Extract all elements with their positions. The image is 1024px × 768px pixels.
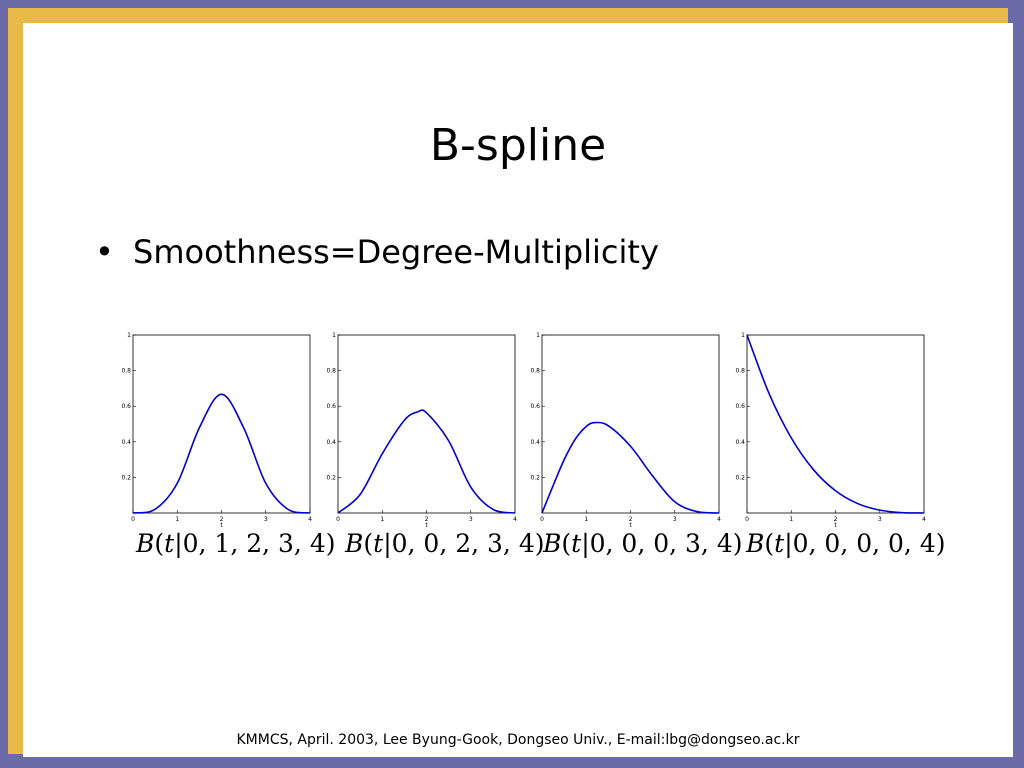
y-tick-label: 0.2 bbox=[530, 474, 540, 481]
x-tick-label: 2 bbox=[220, 516, 224, 523]
x-tick-label: 4 bbox=[922, 516, 926, 523]
caption-var: t bbox=[571, 529, 582, 558]
bullet-item: • Smoothness=Degree-Multiplicity bbox=[95, 236, 659, 268]
caption-fn: B bbox=[136, 529, 155, 558]
caption-knots: 0, 1, 2, 3, 4 bbox=[182, 529, 326, 558]
plot-frame bbox=[132, 334, 311, 514]
plot-frame bbox=[746, 334, 925, 514]
x-axis-label: t bbox=[834, 522, 837, 529]
caption-3: B(t|0, 0, 0, 3, 4) bbox=[543, 529, 743, 558]
y-tick-label: 1 bbox=[536, 332, 540, 339]
y-tick-label: 0.6 bbox=[326, 403, 336, 410]
slide-border: B-spline • Smoothness=Degree-Multiplicity… bbox=[8, 8, 1013, 757]
x-tick-label: 1 bbox=[789, 516, 793, 523]
y-tick-label: 1 bbox=[127, 332, 131, 339]
slide-footer: KMMCS, April. 2003, Lee Byung-Gook, Dong… bbox=[236, 732, 800, 748]
x-tick-label: 4 bbox=[308, 516, 312, 523]
caption-2: B(t|0, 0, 2, 3, 4) bbox=[345, 529, 545, 558]
x-axis-label: t bbox=[629, 522, 632, 529]
caption-knots: 0, 0, 2, 3, 4 bbox=[391, 529, 535, 558]
bullet-dot-icon: • bbox=[95, 233, 114, 271]
y-tick-label: 0.2 bbox=[326, 474, 336, 481]
x-tick-label: 3 bbox=[469, 516, 473, 523]
caption-var: t bbox=[774, 529, 785, 558]
caption-fn: B bbox=[543, 529, 562, 558]
slide-title: B-spline bbox=[429, 120, 607, 171]
x-tick-label: 3 bbox=[264, 516, 268, 523]
y-tick-label: 1 bbox=[332, 332, 336, 339]
slide-canvas: B-spline • Smoothness=Degree-Multiplicity… bbox=[23, 23, 1013, 757]
x-axis-label: t bbox=[425, 522, 428, 529]
x-tick-label: 0 bbox=[745, 516, 749, 523]
y-tick-label: 0.6 bbox=[530, 403, 540, 410]
caption-4: B(t|0, 0, 0, 0, 4) bbox=[746, 529, 946, 558]
y-tick-label: 0.8 bbox=[530, 368, 540, 375]
y-tick-label: 1 bbox=[741, 332, 745, 339]
x-tick-label: 3 bbox=[673, 516, 677, 523]
caption-var: t bbox=[164, 529, 175, 558]
plot-frame bbox=[541, 334, 720, 514]
y-tick-label: 0.8 bbox=[735, 368, 745, 375]
x-tick-label: 2 bbox=[834, 516, 838, 523]
plot-3: 0 1 2 3 4 0.2 0.4 0.6 0.8 1 t bbox=[530, 332, 721, 529]
x-tick-label: 2 bbox=[629, 516, 633, 523]
plot-4: 0 1 2 3 4 0.2 0.4 0.6 0.8 1 t bbox=[735, 332, 926, 529]
x-tick-label: 0 bbox=[131, 516, 135, 523]
x-tick-label: 0 bbox=[336, 516, 340, 523]
x-tick-label: 1 bbox=[380, 516, 384, 523]
x-tick-label: 4 bbox=[717, 516, 721, 523]
y-tick-label: 0.4 bbox=[121, 439, 131, 446]
caption-fn: B bbox=[746, 529, 765, 558]
y-tick-label: 0.4 bbox=[530, 439, 540, 446]
series-line bbox=[541, 421, 720, 514]
x-tick-label: 3 bbox=[878, 516, 882, 523]
series-line bbox=[746, 334, 925, 514]
x-axis-label: t bbox=[220, 522, 223, 529]
y-tick-label: 0.6 bbox=[735, 403, 745, 410]
caption-knots: 0, 0, 0, 0, 4 bbox=[792, 529, 936, 558]
caption-fn: B bbox=[345, 529, 364, 558]
series-line bbox=[337, 409, 516, 514]
bullet-text: Smoothness=Degree-Multiplicity bbox=[133, 233, 659, 271]
x-tick-label: 1 bbox=[175, 516, 179, 523]
plot-2: 0 1 2 3 4 0.2 0.4 0.6 0.8 1 t bbox=[326, 332, 517, 529]
y-tick-label: 0.4 bbox=[326, 439, 336, 446]
y-tick-label: 0.8 bbox=[121, 368, 131, 375]
x-tick-label: 2 bbox=[425, 516, 429, 523]
x-tick-label: 1 bbox=[584, 516, 588, 523]
plot-1: 0 1 2 3 4 0.2 0.4 0.6 0.8 1 t bbox=[121, 332, 312, 529]
y-tick-label: 0.2 bbox=[121, 474, 131, 481]
y-tick-label: 0.4 bbox=[735, 439, 745, 446]
y-tick-label: 0.6 bbox=[121, 403, 131, 410]
series-line bbox=[132, 393, 311, 514]
x-tick-label: 0 bbox=[540, 516, 544, 523]
y-tick-label: 0.2 bbox=[735, 474, 745, 481]
y-tick-label: 0.8 bbox=[326, 368, 336, 375]
caption-knots: 0, 0, 0, 3, 4 bbox=[589, 529, 733, 558]
caption-var: t bbox=[373, 529, 384, 558]
caption-1: B(t|0, 1, 2, 3, 4) bbox=[136, 529, 336, 558]
x-tick-label: 4 bbox=[513, 516, 517, 523]
